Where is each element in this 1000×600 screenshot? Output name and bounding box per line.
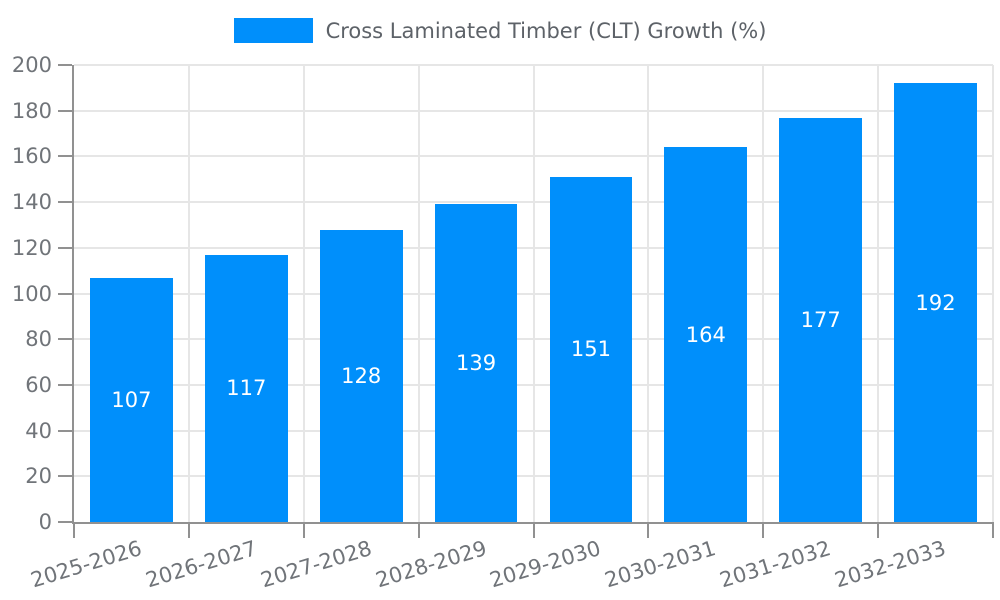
bar[interactable]: 151 — [549, 176, 633, 522]
y-axis-label: 40 — [25, 418, 52, 443]
x-axis-label: 2025-2026 — [27, 536, 145, 593]
x-grid-line — [877, 65, 880, 522]
bar[interactable]: 128 — [319, 229, 403, 522]
y-axis-label: 60 — [25, 372, 52, 397]
bar[interactable]: 107 — [90, 277, 173, 522]
legend-swatch-icon — [233, 18, 313, 43]
x-axis-label: 2029-2030 — [487, 536, 604, 593]
bar[interactable]: 117 — [204, 254, 288, 522]
bar-value-label: 151 — [570, 337, 611, 362]
y-axis-line — [72, 65, 74, 524]
y-tick — [58, 201, 72, 204]
y-tick — [58, 521, 72, 523]
x-grid-line — [417, 65, 420, 522]
plot-area: 0 20 40 60 80 100 120 140 160 180 200 107 2025-2026 1… — [12, 53, 994, 592]
bar-value-label: 139 — [456, 351, 497, 376]
legend-label: Cross Laminated Timber (CLT) Growth (%) — [325, 18, 767, 43]
x-axis-label: 2028-2029 — [372, 536, 490, 593]
y-tick — [58, 429, 72, 432]
bar[interactable]: 192 — [894, 83, 977, 522]
y-axis-label: 0 — [38, 510, 52, 534]
bar[interactable]: 139 — [434, 204, 518, 522]
x-tick — [73, 522, 75, 538]
bar[interactable]: 164 — [664, 147, 748, 522]
y-tick — [58, 155, 72, 158]
y-axis-label: 100 — [11, 281, 52, 306]
y-tick — [58, 475, 72, 478]
x-axis-line — [72, 522, 993, 524]
x-grid-line — [647, 65, 650, 522]
bar-value-label: 192 — [915, 290, 956, 315]
x-tick — [877, 522, 880, 538]
x-axis-label: 2031-2032 — [717, 536, 834, 593]
x-tick — [417, 522, 420, 538]
y-axis-label: 140 — [11, 190, 52, 215]
y-axis-label: 120 — [11, 235, 52, 260]
bar[interactable]: 177 — [779, 117, 863, 522]
x-tick — [992, 522, 994, 538]
x-tick — [762, 522, 765, 538]
legend-item[interactable]: Cross Laminated Timber (CLT) Growth (%) — [233, 18, 767, 43]
x-tick — [647, 522, 650, 538]
bar-value-label: 128 — [341, 363, 382, 388]
y-tick — [58, 338, 72, 341]
y-tick — [58, 246, 72, 249]
x-tick — [302, 522, 305, 538]
bar-value-label: 177 — [800, 307, 841, 332]
x-axis-label: 2027-2028 — [257, 536, 375, 593]
x-tick — [532, 522, 535, 538]
y-axis-label: 160 — [11, 144, 52, 169]
bar-value-label: 164 — [685, 322, 726, 347]
x-grid-line — [762, 65, 765, 522]
x-axis-label: 2026-2027 — [142, 536, 260, 593]
x-grid-line — [532, 65, 535, 522]
x-axis-label: 2032-2033 — [832, 536, 949, 593]
y-axis-label: 200 — [11, 53, 52, 77]
x-tick — [187, 522, 190, 538]
x-grid-line — [992, 65, 994, 522]
bar-value-label: 117 — [226, 376, 267, 401]
y-tick — [58, 109, 72, 112]
y-tick — [58, 292, 72, 295]
legend: Cross Laminated Timber (CLT) Growth (%) — [0, 18, 1000, 43]
y-tick — [58, 64, 72, 66]
bar-value-label: 107 — [111, 387, 152, 412]
x-grid-line — [302, 65, 305, 522]
x-axis-label: 2030-2031 — [602, 536, 719, 593]
y-axis-label: 20 — [25, 464, 52, 489]
y-axis-label: 80 — [25, 327, 52, 352]
x-grid-line — [187, 65, 190, 522]
y-axis-label: 180 — [11, 98, 52, 123]
y-tick — [58, 383, 72, 386]
